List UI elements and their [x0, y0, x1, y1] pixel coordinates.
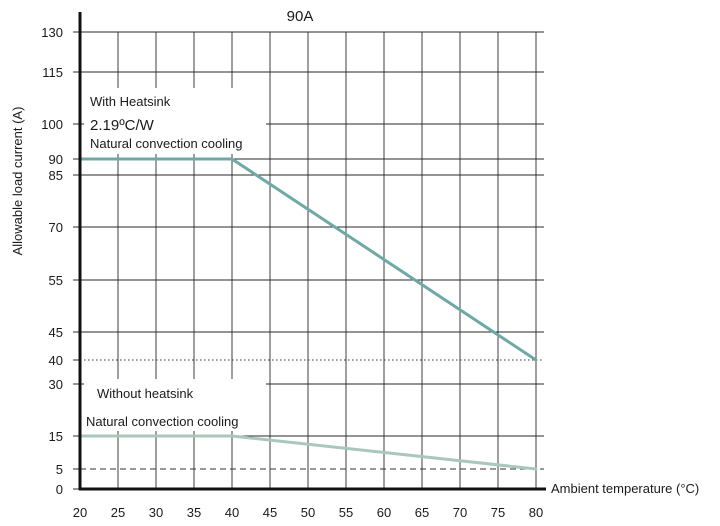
series-1-point — [534, 358, 538, 362]
x-tick-label: 50 — [301, 505, 315, 520]
y-tick-label: 45 — [49, 325, 63, 340]
series-1-point — [230, 157, 234, 161]
annotation-without-heatsink: Without heatsink Natural convection cool… — [86, 386, 238, 429]
x-axis-title: Ambient temperature (°C) — [551, 481, 699, 496]
chart-title: 90A — [287, 8, 314, 25]
y-tick-label: 115 — [42, 65, 63, 80]
x-tick-label: 30 — [149, 505, 163, 520]
y-tick-label: 55 — [49, 273, 63, 288]
y-tick-label: 70 — [49, 220, 63, 235]
without-heatsink-label: Without heatsink — [97, 386, 194, 401]
y-tick-label: 40 — [49, 353, 63, 368]
natural-convection-label-1: Natural convection cooling — [90, 136, 242, 151]
y-tick-label: 100 — [41, 117, 63, 132]
with-heatsink-label: With Heatsink — [90, 94, 171, 109]
annotation-backgrounds — [84, 88, 266, 431]
y-tick-label: 90 — [49, 152, 63, 167]
x-tick-label: 35 — [187, 505, 201, 520]
axes — [78, 12, 546, 491]
x-tick-label: 75 — [491, 505, 505, 520]
annotation-bg-with-heatsink — [84, 88, 266, 154]
x-tick-label: 60 — [377, 505, 391, 520]
x-tick-label: 70 — [453, 505, 467, 520]
y-tick-label: 30 — [49, 377, 63, 392]
y-tick-label: 5 — [56, 462, 63, 477]
y-tick-label: 0 — [56, 482, 63, 497]
y-tick-label: 85 — [49, 168, 63, 183]
y-tick-label: 130 — [41, 25, 63, 40]
x-tick-label: 20 — [73, 505, 87, 520]
x-tick-label: 65 — [415, 505, 429, 520]
x-tick-label: 40 — [225, 505, 239, 520]
tick-labels: 20 25 30 35 40 45 50 55 60 65 70 75 80 0 5 15 30 40 45 55 70… — [41, 25, 543, 520]
x-tick-label: 25 — [111, 505, 125, 520]
natural-convection-label-2: Natural convection cooling — [86, 414, 238, 429]
x-tick-label: 45 — [263, 505, 277, 520]
thermal-resistance-label: 2.19ºC/W — [90, 117, 155, 134]
reference-lines — [80, 359, 544, 470]
annotation-bg-without-heatsink — [84, 379, 266, 431]
x-tick-label: 55 — [339, 505, 353, 520]
series-2-point — [230, 434, 234, 438]
series-2-point — [534, 467, 538, 471]
y-axis-title: Allowable load current (A) — [10, 107, 25, 256]
annotation-with-heatsink: With Heatsink 2.19ºC/W Natural convectio… — [90, 94, 242, 151]
y-tick-label: 15 — [49, 429, 63, 444]
grid-lines — [73, 31, 544, 490]
x-tick-label: 80 — [529, 505, 543, 520]
